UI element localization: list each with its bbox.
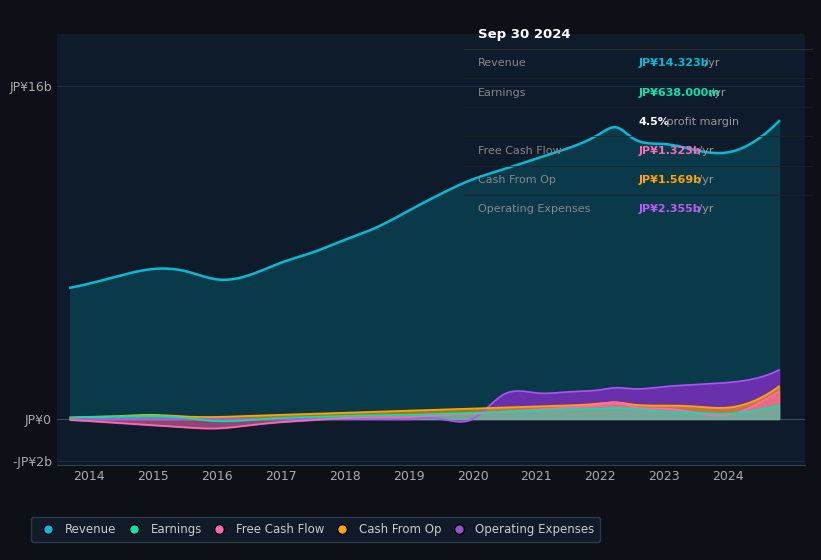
- Text: /yr: /yr: [708, 87, 726, 97]
- Text: JP¥638.000m: JP¥638.000m: [639, 87, 720, 97]
- Text: Cash From Op: Cash From Op: [478, 175, 556, 185]
- Text: /yr: /yr: [695, 146, 713, 156]
- Text: JP¥1.323b: JP¥1.323b: [639, 146, 701, 156]
- Text: /yr: /yr: [701, 58, 720, 68]
- Text: Sep 30 2024: Sep 30 2024: [478, 27, 571, 41]
- Text: Operating Expenses: Operating Expenses: [478, 204, 590, 214]
- Text: /yr: /yr: [695, 175, 713, 185]
- Text: Earnings: Earnings: [478, 87, 526, 97]
- Text: Free Cash Flow: Free Cash Flow: [478, 146, 562, 156]
- Text: /yr: /yr: [695, 204, 713, 214]
- Text: profit margin: profit margin: [663, 117, 740, 127]
- Text: JP¥1.569b: JP¥1.569b: [639, 175, 701, 185]
- Text: 4.5%: 4.5%: [639, 117, 669, 127]
- Legend: Revenue, Earnings, Free Cash Flow, Cash From Op, Operating Expenses: Revenue, Earnings, Free Cash Flow, Cash …: [30, 517, 600, 542]
- Text: JP¥14.323b: JP¥14.323b: [639, 58, 709, 68]
- Text: JP¥2.355b: JP¥2.355b: [639, 204, 701, 214]
- Text: Revenue: Revenue: [478, 58, 526, 68]
